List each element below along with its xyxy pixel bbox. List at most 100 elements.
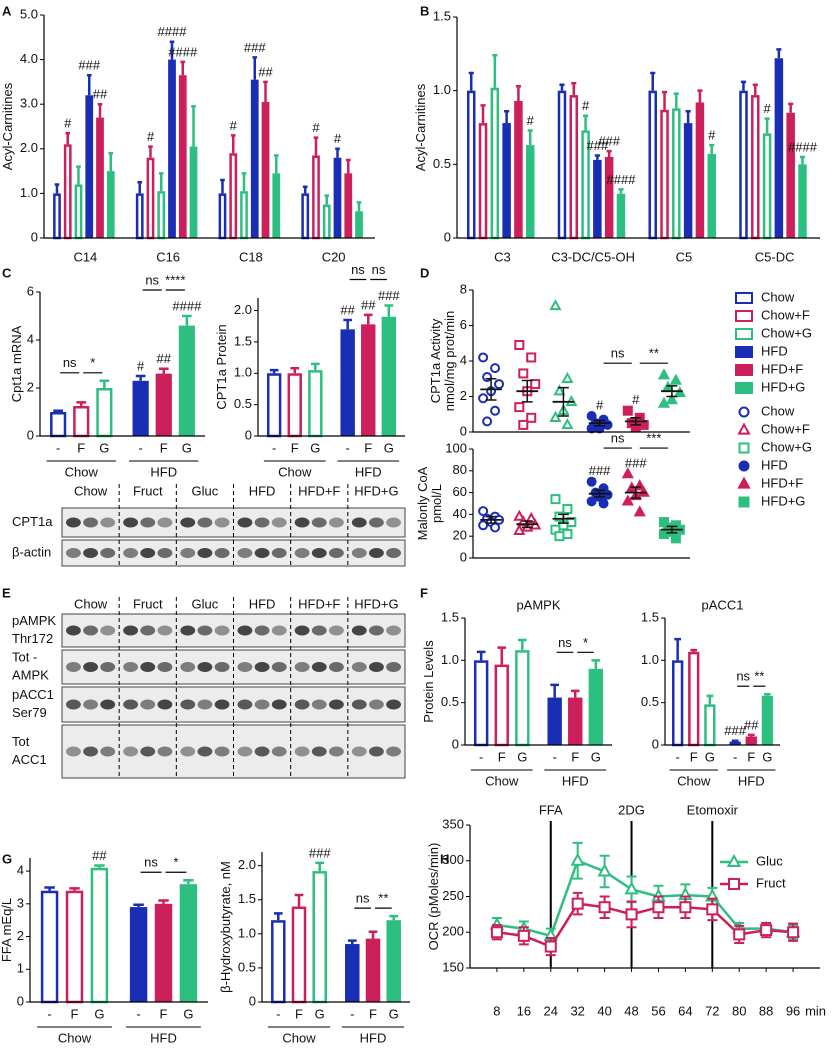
y-tick-label: 6 [460, 317, 467, 332]
significance: ## [157, 351, 172, 366]
blot-band [328, 625, 344, 636]
blot-band [271, 517, 287, 528]
blot-band [180, 625, 196, 636]
legend-swatch [735, 328, 753, 340]
x-tick-label: C5-DC [755, 249, 795, 264]
panel-label: E [2, 585, 11, 600]
bar [312, 155, 320, 240]
blot-band [311, 517, 327, 528]
x-tick-label: 16 [517, 1003, 531, 1018]
panel-label: G [2, 851, 12, 866]
blot-band [237, 625, 253, 636]
blot-band [197, 699, 213, 710]
panel-label: C [2, 265, 12, 280]
blot-band [157, 746, 173, 757]
error-bar [44, 886, 55, 891]
legend-swatch [735, 364, 753, 376]
bar [53, 193, 61, 240]
row-label: AMPK [12, 667, 49, 682]
blot-band [351, 548, 367, 558]
bar [322, 204, 331, 240]
marker [738, 442, 750, 454]
bar [154, 903, 173, 1002]
bracket-label: ns [63, 355, 77, 370]
legend-label: HFD [761, 343, 788, 358]
marker [787, 926, 800, 939]
error-bar [740, 80, 747, 91]
bracket-label: ns [356, 891, 370, 906]
error-bar [69, 887, 80, 891]
blot-band [368, 662, 384, 672]
error-bar [335, 147, 340, 158]
bar [340, 329, 355, 436]
error-bar [191, 105, 196, 147]
x-tick-label: G [183, 1006, 193, 1021]
blot-band [100, 517, 116, 528]
bar [786, 112, 795, 238]
group-label: Chow [58, 1030, 92, 1045]
x-tick-label: - [733, 749, 737, 764]
marker [550, 494, 561, 505]
error-bar [618, 188, 624, 194]
y-tick-label: 4 [460, 352, 467, 367]
blot-band [328, 548, 344, 558]
error-bar [764, 117, 770, 134]
marker [737, 476, 751, 489]
blot-band [66, 625, 81, 636]
bracket-label: ns [372, 262, 386, 277]
bar [729, 741, 741, 745]
significance: # [147, 129, 155, 144]
group-label: Chow [65, 464, 99, 479]
marker [733, 928, 746, 941]
y-tick-label: 1.0 [238, 925, 256, 940]
marker [517, 929, 530, 942]
x-tick-label: 96 [786, 1003, 800, 1018]
bar [73, 406, 90, 438]
row-label: Tot - [12, 649, 37, 664]
marker [478, 520, 489, 531]
error-bar [504, 110, 510, 124]
y-tick-label: 300 [442, 852, 464, 867]
blot-band [351, 662, 367, 672]
bar [266, 373, 282, 438]
y-tick-label: 1.5 [441, 609, 459, 624]
blot-band [140, 746, 156, 757]
group-label: Chow [677, 773, 711, 788]
legend-label: HFD+F [761, 475, 803, 490]
x-tick-label: G [762, 749, 772, 764]
panel-label: D [420, 265, 429, 280]
marker [514, 402, 525, 413]
blot-band [351, 517, 367, 528]
error-bar [571, 82, 577, 96]
error-bar [492, 54, 498, 88]
blot-band [237, 517, 253, 528]
marker [490, 363, 501, 374]
group-label: Chow [278, 464, 312, 479]
lane-label: HFD [249, 483, 276, 498]
blot-band [83, 548, 99, 558]
marker [597, 863, 612, 877]
error-bar [389, 914, 399, 921]
blot-band [311, 699, 327, 710]
bracket-label: ns [144, 855, 158, 870]
blot-band [66, 746, 81, 757]
error-bar [685, 110, 691, 124]
row-label: Ser79 [12, 705, 47, 720]
error-bar [559, 83, 565, 91]
legend-swatch [735, 292, 753, 304]
marker [657, 396, 671, 408]
legend-label: HFD+G [761, 493, 805, 508]
bar [291, 906, 307, 1004]
marker [602, 419, 613, 430]
y-tick-label: 2 [17, 928, 24, 943]
y-axis-label: Malonly CoA [415, 466, 430, 540]
error-bar [485, 515, 497, 524]
blot-band [368, 699, 384, 710]
marker [514, 340, 525, 351]
marker [621, 467, 634, 479]
lane-label: Chow [74, 596, 108, 611]
blot-band [83, 625, 99, 636]
blot-band [254, 517, 270, 528]
x-tick-label: G [389, 1006, 399, 1021]
x-tick-label: C3-DC/C5-OH [551, 249, 635, 264]
